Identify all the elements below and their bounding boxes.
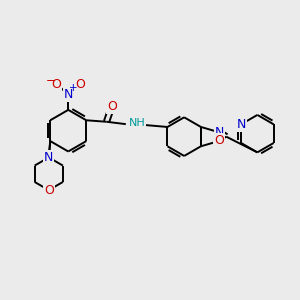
Text: O: O — [44, 184, 54, 196]
Text: NH: NH — [129, 118, 146, 128]
Text: O: O — [214, 134, 224, 147]
Text: O: O — [51, 77, 61, 91]
Text: O: O — [75, 77, 85, 91]
Text: N: N — [215, 126, 224, 139]
Text: +: + — [69, 83, 77, 93]
Text: N: N — [44, 151, 53, 164]
Text: N: N — [64, 88, 73, 101]
Text: −: − — [46, 74, 56, 87]
Text: N: N — [236, 118, 246, 131]
Text: O: O — [107, 100, 117, 113]
Text: N: N — [44, 151, 53, 164]
